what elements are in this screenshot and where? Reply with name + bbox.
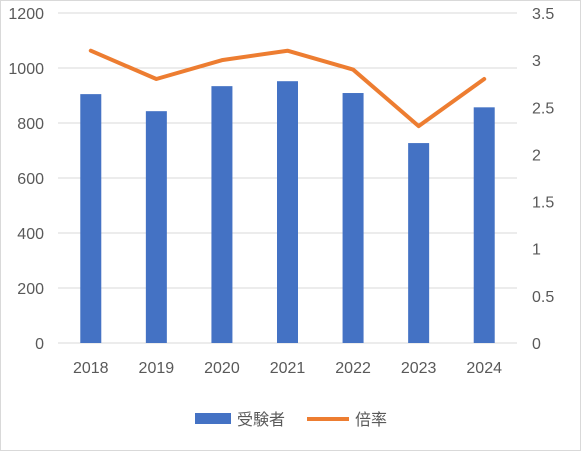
x-tick-label: 2021	[270, 360, 306, 377]
right-tick-label: 3.5	[532, 6, 554, 23]
bar	[277, 81, 298, 343]
x-tick-label: 2020	[204, 360, 240, 377]
legend-swatch-bar	[195, 413, 231, 424]
left-tick-label: 1200	[8, 6, 44, 23]
left-tick-label: 200	[17, 281, 44, 298]
bar	[474, 107, 495, 343]
bar	[146, 111, 167, 343]
legend-label-line: 倍率	[355, 411, 387, 429]
right-axis-ticks: 0 0.5 1 1.5 2 2.5 3 3.5	[532, 6, 554, 353]
bar	[211, 86, 232, 343]
right-tick-label: 0	[532, 336, 541, 353]
right-tick-label: 1	[532, 242, 541, 259]
left-tick-label: 600	[17, 171, 44, 188]
right-tick-label: 2.5	[532, 100, 554, 117]
x-tick-label: 2024	[466, 360, 502, 377]
bar-series	[80, 81, 494, 343]
x-tick-label: 2019	[139, 360, 175, 377]
left-axis-ticks: 0 200 400 600 800 1000 1200	[8, 6, 44, 353]
right-tick-label: 2	[532, 147, 541, 164]
x-tick-label: 2022	[335, 360, 371, 377]
bar	[343, 93, 364, 343]
left-tick-label: 0	[35, 336, 44, 353]
x-tick-label: 2018	[73, 360, 109, 377]
legend: 受験者 倍率	[195, 411, 387, 429]
left-tick-label: 400	[17, 226, 44, 243]
right-tick-label: 0.5	[532, 289, 554, 306]
legend-label-bar: 受験者	[237, 411, 285, 429]
bar	[408, 143, 429, 343]
x-tick-label: 2023	[401, 360, 437, 377]
left-tick-label: 1000	[8, 61, 44, 78]
right-tick-label: 1.5	[532, 195, 554, 212]
right-tick-label: 3	[532, 53, 541, 70]
left-tick-label: 800	[17, 116, 44, 133]
x-axis-ticks: 2018 2019 2020 2021 2022 2023 2024	[73, 360, 502, 377]
bar	[80, 94, 101, 343]
